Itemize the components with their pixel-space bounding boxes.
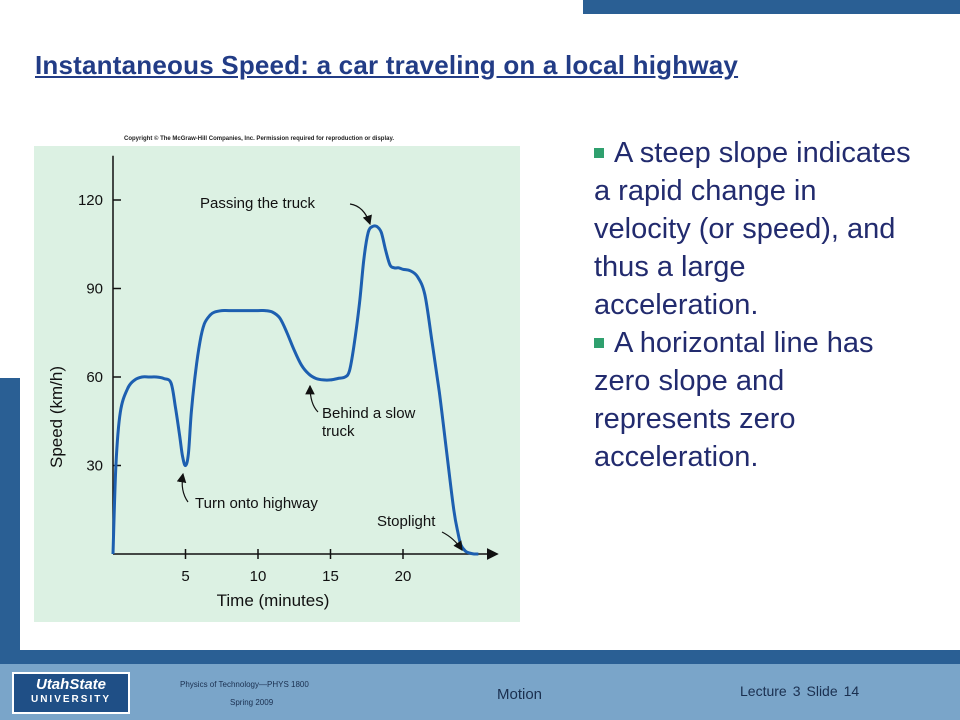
- x-tick-label: 15: [322, 568, 339, 585]
- slide-info: Lecture 3 Slide 14: [740, 683, 865, 699]
- speed-curve-line: [111, 224, 479, 556]
- left-accent-bar: [0, 378, 20, 650]
- footer-accent-line: [0, 650, 960, 664]
- university-logo: UtahState UNIVERSITY: [12, 672, 130, 714]
- x-axis-title: Time (minutes): [217, 591, 330, 610]
- x-tick-label: 10: [250, 568, 267, 585]
- lecture-topic: Motion: [497, 686, 543, 703]
- y-tick-label: 30: [86, 458, 103, 475]
- bullet-item: A steep slope indicates a rapid change i…: [594, 134, 914, 324]
- annotation-label: Turn onto highway: [195, 495, 318, 512]
- bullet-text: A horizontal line has zero slope and rep…: [594, 327, 874, 473]
- slide-title: Instantaneous Speed: a car traveling on …: [35, 50, 739, 80]
- y-tick-label: 90: [86, 281, 103, 298]
- logo-wordmark-top: UtahState: [35, 676, 106, 693]
- logo-wordmark-bottom: UNIVERSITY: [30, 694, 111, 705]
- annotation-label: truck: [322, 423, 355, 440]
- bullet-list: A steep slope indicates a rapid change i…: [594, 134, 914, 476]
- y-tick-label: 120: [78, 192, 103, 209]
- course-term: Spring 2009: [230, 698, 274, 707]
- lecture-number: 3: [792, 683, 801, 699]
- annotation-label: Stoplight: [377, 513, 436, 530]
- bullet-text: A steep slope indicates a rapid change i…: [594, 137, 911, 321]
- speed-time-chart: 5 10 15 20 30 60 90 120 Time (minutes) Speed (km/…: [34, 146, 520, 622]
- lecture-label: Lecture: [740, 683, 787, 699]
- copyright-notice: Copyright © The McGraw-Hill Companies, I…: [124, 136, 395, 142]
- annotation-arrow: [349, 203, 372, 226]
- y-tick-label: 60: [86, 369, 103, 386]
- annotation-arrow: [305, 384, 319, 413]
- footer-bar: [0, 650, 960, 720]
- x-tick-label: 20: [395, 568, 412, 585]
- bullet-item: A horizontal line has zero slope and rep…: [594, 324, 914, 476]
- chart-svg: 5 10 15 20 30 60 90 120 Time (minutes) Speed (km/…: [47, 155, 499, 610]
- annotation-arrow: [441, 531, 463, 551]
- slide-number: 14: [843, 683, 860, 699]
- y-axis-title: Speed (km/h): [47, 366, 66, 468]
- square-bullet-icon: [594, 338, 604, 348]
- annotation-label: Behind a slow: [322, 405, 416, 422]
- course-name: Physics of Technology—PHYS 1800: [180, 680, 309, 689]
- annotation-label: Passing the truck: [200, 195, 316, 212]
- annotation-arrow: [176, 472, 189, 503]
- top-accent-bar: [583, 0, 960, 14]
- x-tick-label: 5: [181, 568, 189, 585]
- square-bullet-icon: [594, 148, 604, 158]
- slide-label: Slide: [806, 683, 838, 699]
